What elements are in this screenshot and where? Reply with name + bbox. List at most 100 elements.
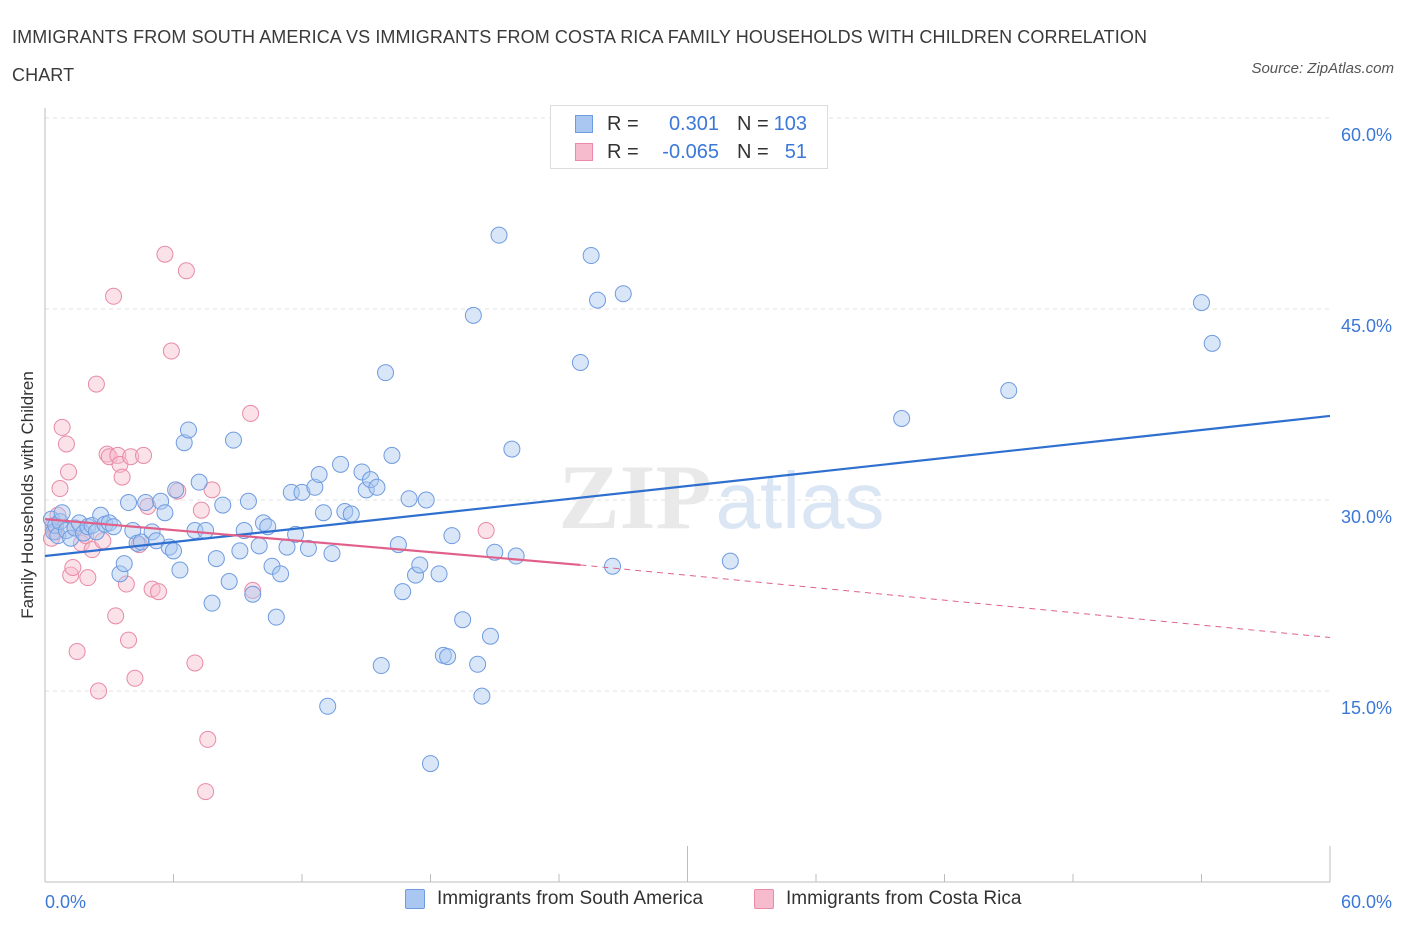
data-point-south-america xyxy=(165,542,182,560)
series-legend-label: Immigrants from Costa Rica xyxy=(786,888,1022,909)
data-point-south-america xyxy=(310,466,328,484)
legend-r-value: -0.065 xyxy=(662,140,719,163)
data-point-south-america xyxy=(175,434,193,452)
data-point-south-america xyxy=(383,446,401,464)
data-point-south-america xyxy=(272,565,290,583)
x-tick-label: 60.0% xyxy=(1341,892,1392,912)
data-point-south-america xyxy=(893,410,911,428)
data-point-south-america xyxy=(1203,334,1221,352)
legend-n-label: N = xyxy=(737,140,769,163)
data-point-south-america xyxy=(394,583,412,601)
data-point-costa-rica xyxy=(150,583,168,601)
data-point-costa-rica xyxy=(192,501,210,519)
data-point-south-america xyxy=(49,527,67,545)
data-point-costa-rica xyxy=(68,643,86,661)
data-point-south-america xyxy=(197,522,215,540)
data-point-south-america xyxy=(137,494,155,512)
data-point-costa-rica xyxy=(177,262,195,280)
series-legend-label: Immigrants from South America xyxy=(437,888,704,909)
tick-labels: 15.0% 30.0% 45.0% 60.0% 0.0% 60.0% xyxy=(45,125,1392,912)
legend-r-label: R = xyxy=(607,140,639,163)
data-point-south-america xyxy=(244,585,262,603)
data-point-south-america xyxy=(357,481,375,499)
data-point-south-america xyxy=(231,542,249,560)
data-point-south-america xyxy=(250,537,268,555)
chart-title: IMMIGRANTS FROM SOUTH AMERICA VS IMMIGRA… xyxy=(12,27,1148,85)
data-point-south-america xyxy=(299,539,317,557)
data-point-costa-rica xyxy=(186,654,204,672)
data-point-south-america xyxy=(417,491,435,509)
data-point-south-america xyxy=(443,527,461,545)
data-point-south-america xyxy=(152,492,170,510)
data-point-south-america xyxy=(120,494,138,512)
legend-r-label: R = xyxy=(607,112,639,135)
data-point-costa-rica xyxy=(199,730,217,748)
data-point-costa-rica xyxy=(57,435,75,453)
data-point-costa-rica xyxy=(107,607,125,625)
legend-n-value: 103 xyxy=(773,112,807,135)
data-point-costa-rica xyxy=(64,558,82,576)
correlation-legend: R = 0.301 N = 103 R = -0.065 N = 51 xyxy=(550,105,828,169)
data-point-costa-rica xyxy=(135,446,153,464)
data-point-south-america xyxy=(481,627,499,645)
data-point-south-america xyxy=(439,648,457,666)
data-point-south-america xyxy=(368,478,386,496)
data-point-south-america xyxy=(62,529,80,547)
legend-n-value: 51 xyxy=(784,140,807,163)
trend-line-south-america xyxy=(44,414,1331,558)
data-point-south-america xyxy=(203,594,221,612)
data-point-costa-rica xyxy=(162,342,180,360)
data-point-south-america xyxy=(293,483,311,501)
data-point-south-america xyxy=(306,478,324,496)
data-point-costa-rica xyxy=(87,375,105,393)
legend-r-value: 0.301 xyxy=(668,112,719,135)
data-point-south-america xyxy=(721,552,739,570)
data-point-south-america xyxy=(503,440,521,458)
x-tick-label: 0.0% xyxy=(45,892,86,912)
data-point-south-america xyxy=(604,557,622,575)
data-point-south-america xyxy=(372,657,390,675)
data-point-south-america xyxy=(53,504,71,522)
data-point-south-america xyxy=(214,496,232,514)
data-point-costa-rica xyxy=(113,468,131,486)
legend-swatch-blue xyxy=(575,115,593,133)
data-point-south-america xyxy=(430,565,448,583)
data-point-south-america xyxy=(411,556,429,574)
data-point-south-america xyxy=(287,525,305,543)
data-point-south-america xyxy=(422,755,439,773)
y-tick-label: 30.0% xyxy=(1341,507,1392,527)
series-legend-swatch-pink xyxy=(754,889,774,909)
data-point-costa-rica xyxy=(122,448,140,466)
data-point-costa-rica xyxy=(477,522,495,540)
data-point-south-america xyxy=(220,572,238,590)
data-point-south-america xyxy=(239,492,257,510)
data-point-south-america xyxy=(323,544,341,562)
axes xyxy=(44,108,1331,883)
data-point-south-america xyxy=(582,247,600,265)
data-point-south-america xyxy=(115,555,133,573)
series-south-america-points xyxy=(42,226,1221,773)
data-point-south-america xyxy=(589,291,607,309)
data-point-costa-rica xyxy=(98,445,116,463)
y-tick-label: 45.0% xyxy=(1341,316,1392,336)
series-legend: Immigrants from South America Immigrants… xyxy=(0,888,1406,916)
data-point-south-america xyxy=(1000,381,1018,399)
data-point-south-america xyxy=(105,518,123,536)
data-point-south-america xyxy=(614,285,632,303)
data-point-south-america xyxy=(490,226,508,244)
data-point-south-america xyxy=(342,505,360,523)
trend-lines xyxy=(44,414,1331,639)
data-point-south-america xyxy=(171,561,189,579)
data-point-costa-rica xyxy=(120,631,138,649)
data-point-costa-rica xyxy=(126,669,144,687)
data-point-south-america xyxy=(464,306,482,324)
trend-line-costa-rica-extension xyxy=(580,564,1331,639)
legend-row-costa-rica: R = -0.065 N = 51 xyxy=(575,139,807,165)
grid-lines xyxy=(45,117,1330,692)
series-legend-swatch-blue xyxy=(405,889,425,909)
data-point-costa-rica xyxy=(79,569,97,587)
data-point-costa-rica xyxy=(203,481,221,499)
legend-row-south-america: R = 0.301 N = 103 xyxy=(575,111,807,137)
data-point-south-america xyxy=(179,421,197,439)
